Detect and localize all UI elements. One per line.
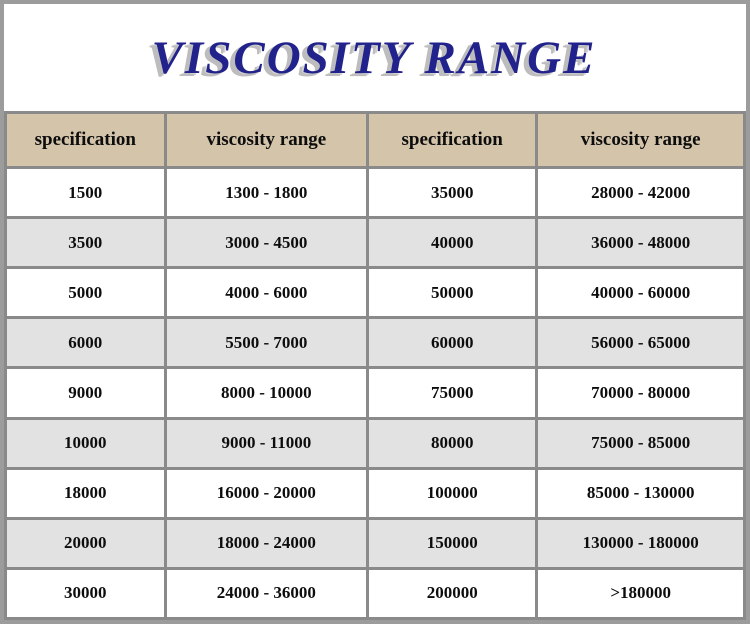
table-row: 9000 8000 - 10000 75000 70000 - 80000	[4, 366, 746, 420]
header-viscosity-range: viscosity range	[163, 111, 370, 169]
viscosity-range-cell: 56000 - 65000	[535, 316, 746, 370]
table-row: 1500 1300 - 1800 35000 28000 - 42000	[4, 165, 746, 220]
viscosity-range-cell: 16000 - 20000	[163, 466, 370, 520]
specification-cell: 6000	[4, 316, 167, 370]
viscosity-range-cell: 36000 - 48000	[535, 216, 746, 270]
specification-cell: 200000	[366, 566, 539, 620]
table-row: 30000 24000 - 36000 200000 >180000	[4, 566, 746, 620]
specification-cell: 9000	[4, 366, 167, 420]
specification-cell: 5000	[4, 266, 167, 320]
specification-cell: 30000	[4, 566, 167, 620]
specification-cell: 75000	[366, 366, 539, 420]
specification-cell: 40000	[366, 216, 539, 270]
viscosity-range-cell: >180000	[535, 566, 746, 620]
viscosity-range-cell: 5500 - 7000	[163, 316, 370, 370]
specification-cell: 1500	[4, 165, 167, 220]
viscosity-range-cell: 75000 - 85000	[535, 416, 746, 470]
specification-cell: 20000	[4, 516, 167, 570]
specification-cell: 10000	[4, 416, 167, 470]
header-specification: specification	[366, 111, 539, 169]
specification-cell: 80000	[366, 416, 539, 470]
specification-cell: 60000	[366, 316, 539, 370]
header-viscosity-range: viscosity range	[535, 111, 746, 169]
viscosity-range-cell: 4000 - 6000	[163, 266, 370, 320]
table-row: 6000 5500 - 7000 60000 56000 - 65000	[4, 316, 746, 370]
specification-cell: 18000	[4, 466, 167, 520]
table-row: 20000 18000 - 24000 150000 130000 - 180000	[4, 516, 746, 570]
table-row: 18000 16000 - 20000 100000 85000 - 130000	[4, 466, 746, 520]
viscosity-range-cell: 130000 - 180000	[535, 516, 746, 570]
viscosity-range-cell: 8000 - 10000	[163, 366, 370, 420]
viscosity-range-cell: 70000 - 80000	[535, 366, 746, 420]
table-body: 1500 1300 - 1800 35000 28000 - 42000 3500 300…	[4, 165, 746, 620]
specification-cell: 3500	[4, 216, 167, 270]
viscosity-range-cell: 24000 - 36000	[163, 566, 370, 620]
viscosity-range-cell: 85000 - 130000	[535, 466, 746, 520]
viscosity-range-cell: 28000 - 42000	[535, 165, 746, 220]
specification-cell: 35000	[366, 165, 539, 220]
title-band: VISCOSITY RANGE	[4, 4, 746, 111]
viscosity-table-wrap: specification viscosity range specificatio…	[4, 111, 746, 620]
table-row: 3500 3000 - 4500 40000 36000 - 48000	[4, 216, 746, 270]
viscosity-range-cell: 18000 - 24000	[163, 516, 370, 570]
viscosity-range-cell: 9000 - 11000	[163, 416, 370, 470]
table-row: 5000 4000 - 6000 50000 40000 - 60000	[4, 266, 746, 320]
viscosity-range-cell: 3000 - 4500	[163, 216, 370, 270]
page-title: VISCOSITY RANGE	[151, 31, 597, 84]
specification-cell: 50000	[366, 266, 539, 320]
header-specification: specification	[4, 111, 167, 169]
viscosity-table: specification viscosity range specificatio…	[4, 111, 746, 620]
specification-cell: 100000	[366, 466, 539, 520]
header-row: specification viscosity range specificatio…	[4, 111, 746, 169]
table-row: 10000 9000 - 11000 80000 75000 - 85000	[4, 416, 746, 470]
viscosity-range-cell: 40000 - 60000	[535, 266, 746, 320]
specification-cell: 150000	[366, 516, 539, 570]
viscosity-range-cell: 1300 - 1800	[163, 165, 370, 220]
